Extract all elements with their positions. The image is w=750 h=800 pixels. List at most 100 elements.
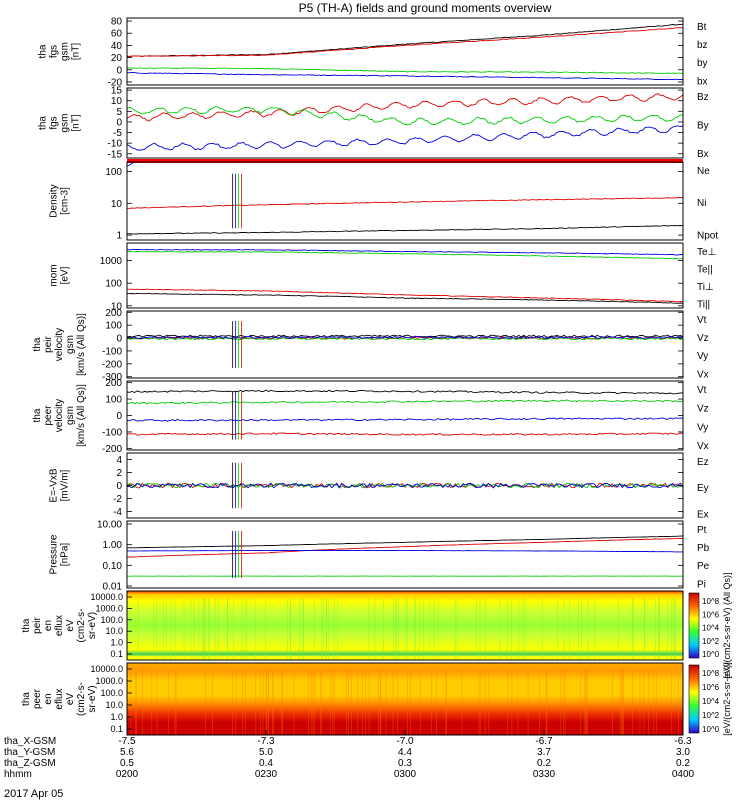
xaxis-value: 0330: [533, 769, 556, 780]
ytick-label: 0.10: [103, 561, 123, 572]
ylabel-line: [nT]: [71, 114, 82, 131]
flag-band: [127, 159, 683, 163]
date-label: 2017 Apr 05: [4, 788, 63, 800]
xaxis-value: -7.3: [257, 736, 275, 747]
x-axis-labels: tha_X-GSM -7.5 -7.3 -7.0 -6.7 -6.3 tha_Y-GSM 5.…: [4, 730, 695, 780]
panel-ylabel: tha peir velocity gsm [km/s (All Qs)]: [32, 313, 87, 376]
xaxis-value: 3.7: [537, 747, 551, 758]
series-line-by: [126, 67, 684, 75]
ylabel-line: (cm2-s-: [76, 682, 87, 716]
ylabel-line: [nT]: [71, 43, 82, 60]
colorbar-tick-label: 10^2: [702, 711, 720, 720]
series-line-Ti||: [126, 251, 684, 260]
ylabel-line: eflux: [54, 615, 65, 636]
ylabel-line: velocity: [54, 328, 65, 361]
xaxis-value: 5.6: [120, 747, 134, 758]
ylabel-line: fgs: [49, 116, 60, 129]
legend-label: Pi: [697, 579, 706, 590]
ylabel-line: Pressure: [49, 534, 60, 574]
legend-label: Bz: [697, 92, 709, 103]
legend-label: Vz: [697, 333, 709, 344]
legend-label: Vx: [697, 369, 709, 380]
colorbar-label: [eV/(cm2-s-sr-eV)]: [722, 662, 732, 736]
xaxis-row-label: tha_Z-GSM: [4, 758, 56, 769]
ylabel-line: Density: [49, 184, 60, 217]
ytick-label: -4: [113, 507, 122, 518]
ytick-label: 80: [111, 17, 123, 28]
ylabel-line: sr-eV): [87, 685, 98, 712]
ytick-label: 10000.0: [90, 592, 123, 602]
ylabel-line: (cm2-s-: [76, 609, 87, 643]
ytick-label: 60: [111, 29, 123, 40]
xaxis-row-label: tha_Y-GSM: [4, 747, 55, 758]
xaxis-value: 4.4: [398, 747, 412, 758]
ytick-label: 1000.0: [95, 603, 123, 613]
ylabel-line: eflux: [54, 688, 65, 709]
ylabel-line: en: [43, 620, 54, 631]
series-line-Vt: [126, 389, 684, 395]
colorbar-tick-label: 10^4: [702, 624, 720, 633]
xaxis-value: 0.5: [120, 758, 134, 769]
legend-label: bx: [697, 76, 708, 87]
series-line-Te||: [126, 292, 684, 304]
ylabel-line: tha: [21, 618, 32, 632]
series-line-Vx: [126, 417, 684, 422]
legend-label: Ex: [697, 509, 709, 520]
ylabel-line: tha: [38, 116, 49, 130]
series-line-Vy: [126, 337, 684, 341]
ylabel-line: tha: [38, 44, 49, 58]
legend-label: by: [697, 58, 708, 69]
ytick-label: 15: [111, 86, 123, 97]
xaxis-value: -7.5: [118, 736, 136, 747]
ytick-label: 1000: [100, 256, 123, 267]
ylabel-line: tha: [32, 408, 43, 422]
legend-label: Npot: [697, 230, 718, 241]
ytick-label: 10: [111, 96, 123, 107]
legend-label: Ti⊥: [697, 282, 714, 293]
ytick-label: -10: [108, 139, 123, 150]
legend-label: bz: [697, 40, 708, 51]
legend-label: Bx: [697, 149, 709, 160]
legend-label: Vt: [697, 315, 707, 326]
ytick-label: 10.0: [105, 626, 123, 636]
legend-label: Ez: [697, 457, 709, 468]
ytick-label: 4: [116, 455, 122, 466]
panel-ylabel: tha fgs gsm [nT]: [38, 42, 82, 61]
ytick-label: 100: [105, 395, 122, 406]
ytick-label: 2: [116, 468, 122, 479]
series-line-bz: [126, 27, 684, 57]
panel-peer-spectrogram: tha peer en eflux eV (cm2-s-sr-eV) 10^8 10^6 10^…: [21, 662, 732, 736]
panel-ylabel: tha peer en eflux eV (cm2-s-sr-eV): [21, 682, 98, 716]
ylabel-line: peir: [43, 335, 54, 352]
legend-label: Ne: [697, 166, 710, 177]
ytick-label: -5: [113, 128, 122, 139]
ylabel-line: gsm: [60, 42, 71, 61]
ytick-label: -2: [113, 494, 122, 505]
panel-density: Density [cm-3] 100 10 1 Ne Ni Npot: [49, 161, 718, 242]
xaxis-value: -7.0: [396, 736, 414, 747]
panel-ylabel: tha fgs gsm [nT]: [38, 114, 82, 133]
ytick-label: 1000.0: [95, 676, 123, 686]
ytick-label: -20: [108, 77, 123, 88]
ylabel-line: [km/s (All Qs)]: [76, 384, 87, 447]
panel-frame: [126, 452, 684, 519]
legend-label: By: [697, 121, 709, 132]
figure-title: P5 (TH-A) fields and ground moments over…: [299, 1, 552, 15]
series-line-Vz: [126, 432, 684, 436]
ytick-label: 0: [116, 334, 122, 345]
ytick-label: 40: [111, 41, 123, 52]
ytick-label: -300: [102, 372, 122, 383]
panel-efield: E=-VxB [mV/m] 4 2 0 -2 -4 Ez Ey Ex: [49, 452, 709, 520]
colorbar-label: [eV/(cm2-s-sr-eV) (All Qs)]: [722, 572, 732, 678]
ytick-label: -200: [102, 444, 122, 455]
colorbar: [688, 592, 700, 659]
ytick-label: 200: [105, 308, 122, 319]
xaxis-value: 0400: [672, 769, 695, 780]
panel-frame: [126, 242, 684, 309]
series-line-By: [126, 106, 684, 126]
panel-frame: [126, 380, 684, 451]
series-line-Bz: [126, 93, 684, 122]
legend-label: Te||: [697, 264, 713, 275]
